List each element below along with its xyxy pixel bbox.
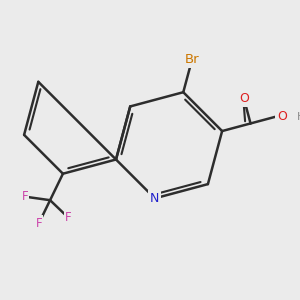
Text: N: N	[150, 192, 160, 205]
Text: O: O	[277, 110, 287, 123]
Text: O: O	[239, 92, 249, 105]
Text: H: H	[296, 112, 300, 122]
Text: F: F	[22, 190, 28, 203]
Text: Br: Br	[184, 53, 199, 67]
Text: F: F	[65, 212, 72, 224]
Text: F: F	[36, 217, 42, 230]
